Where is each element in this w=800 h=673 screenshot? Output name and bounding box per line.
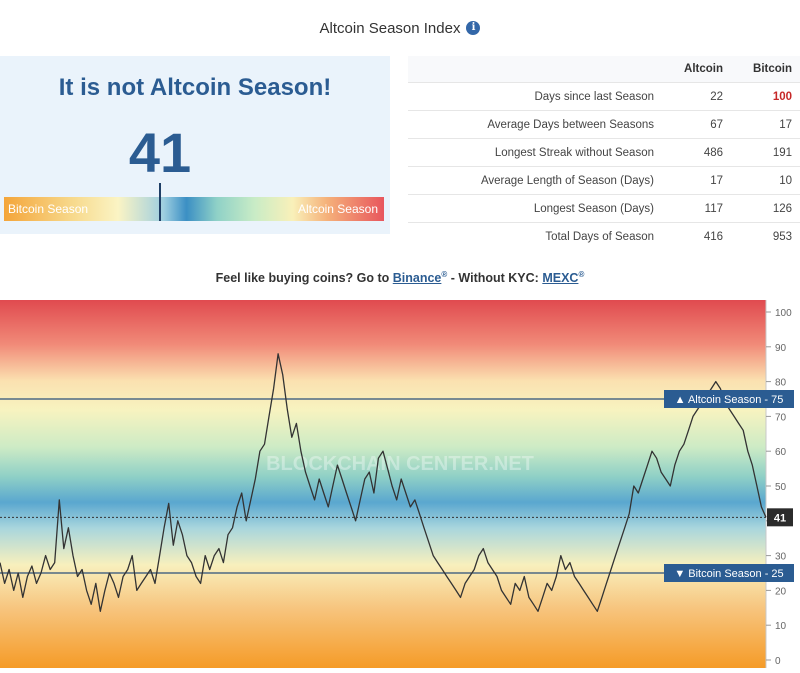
season-status: It is not Altcoin Season! <box>58 74 332 101</box>
y-tick-label: 70 <box>775 412 787 423</box>
season-stats-table: Altcoin Bitcoin Days since last Season 2… <box>408 56 800 250</box>
chart-svg: BLOCKCHAIN CENTER.NET 010203040506070809… <box>0 300 800 668</box>
column-header <box>408 56 662 83</box>
y-tick-label: 90 <box>775 343 787 354</box>
y-tick-label: 80 <box>775 378 787 389</box>
bitcoin-value: 953 <box>731 222 800 250</box>
row-label: Average Length of Season (Days) <box>408 166 662 195</box>
promo-line: Feel like buying coins? Go to Binance® -… <box>0 270 800 285</box>
row-label: Total Days of Season <box>408 222 662 250</box>
bitcoin-value: 10 <box>731 166 800 195</box>
promo-text: - Without KYC: <box>447 271 543 286</box>
column-header-bitcoin: Bitcoin <box>731 56 800 83</box>
altcoin-value: 486 <box>662 138 731 167</box>
season-threshold-badge <box>664 564 794 582</box>
bitcoin-value: 100 <box>731 82 800 111</box>
current-value-label: 41 <box>774 512 786 524</box>
index-value: 41 <box>128 121 192 184</box>
season-gauge: Bitcoin Season Altcoin Season <box>4 183 384 221</box>
gauge-altcoin-label: Altcoin Season <box>297 202 378 216</box>
table-row: Longest Season (Days) 117 126 <box>408 194 800 223</box>
y-tick-label: 100 <box>775 308 792 319</box>
season-threshold-badge <box>664 390 794 408</box>
row-label: Average Days between Seasons <box>408 110 662 139</box>
season-index-panel: It is not Altcoin Season! 41 Bitcoin Sea… <box>0 56 390 234</box>
column-header-altcoin: Altcoin <box>662 56 731 83</box>
index-series-line <box>0 353 767 612</box>
current-value-badge <box>767 508 793 527</box>
table-row: Total Days of Season 416 953 <box>408 222 800 250</box>
y-tick-label: 10 <box>775 621 787 632</box>
altcoin-value: 67 <box>662 110 731 139</box>
altcoin-index-chart: BLOCKCHAIN CENTER.NET 010203040506070809… <box>0 300 800 668</box>
table-row: Longest Streak without Season 486 191 <box>408 138 800 167</box>
bitcoin-value: 17 <box>731 110 800 139</box>
bitcoin-value: 126 <box>731 194 800 223</box>
table-row: Days since last Season 22 100 <box>408 82 800 111</box>
table-header-row: Altcoin Bitcoin <box>408 56 800 83</box>
altcoin-value: 17 <box>662 166 731 195</box>
registered-mark: ® <box>441 270 448 279</box>
season-threshold-label: ▼ Bitcoin Season - 25 <box>674 568 783 580</box>
gauge-marker <box>158 183 161 221</box>
chart-background <box>0 300 766 668</box>
bitcoin-value: 191 <box>731 138 800 167</box>
mexc-link[interactable]: MEXC <box>542 271 579 286</box>
altcoin-value: 416 <box>662 222 731 250</box>
promo-text: Feel like buying coins? Go to <box>215 271 393 286</box>
page-title: Altcoin Season Index <box>319 19 461 37</box>
season-threshold-label: ▲ Altcoin Season - 75 <box>675 394 784 406</box>
altcoin-value: 22 <box>662 82 731 111</box>
row-label: Days since last Season <box>408 82 662 111</box>
y-tick-label: 60 <box>775 447 787 458</box>
binance-link[interactable]: Binance <box>392 271 442 286</box>
y-tick-label: 20 <box>775 586 787 597</box>
table-row: Average Days between Seasons 67 17 <box>408 110 800 139</box>
table-row: Average Length of Season (Days) 17 10 <box>408 166 800 195</box>
registered-mark: ® <box>578 270 585 279</box>
y-tick-label: 0 <box>775 656 781 667</box>
altcoin-value: 117 <box>662 194 731 223</box>
y-tick-label: 50 <box>775 482 787 493</box>
y-tick-label: 30 <box>775 552 787 563</box>
info-circle-icon[interactable]: i <box>466 21 481 35</box>
row-label: Longest Season (Days) <box>408 194 662 223</box>
page-header: Altcoin Season Index i <box>0 0 800 56</box>
axis-background <box>766 300 800 668</box>
row-label: Longest Streak without Season <box>408 138 662 167</box>
chart-watermark: BLOCKCHAIN CENTER.NET <box>266 453 534 475</box>
gauge-bitcoin-label: Bitcoin Season <box>8 202 89 216</box>
